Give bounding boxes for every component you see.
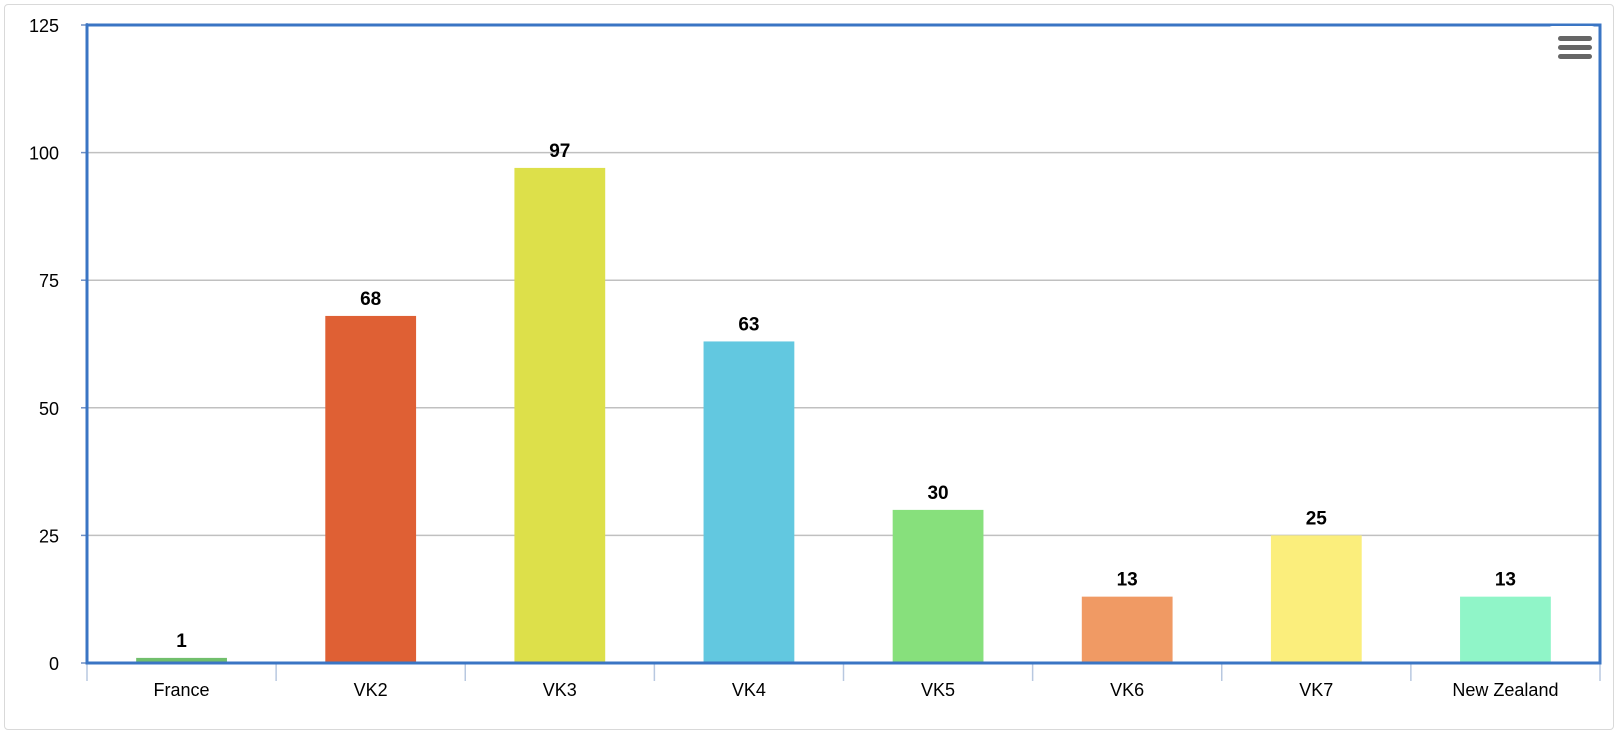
- chart-menu-button[interactable]: [1548, 26, 1596, 70]
- y-tick-label: 50: [39, 399, 59, 419]
- y-tick-label: 100: [29, 144, 59, 164]
- y-tick-label: 75: [39, 271, 59, 291]
- bar-new-zealand[interactable]: [1460, 596, 1551, 663]
- plot-border: [85, 23, 1602, 665]
- data-label: 1: [176, 631, 187, 652]
- data-label: 30: [927, 483, 948, 504]
- data-label: 13: [1495, 570, 1516, 591]
- bar-france[interactable]: [136, 657, 227, 663]
- bar-vk5[interactable]: [892, 509, 984, 663]
- bar-vk2[interactable]: [325, 315, 417, 663]
- labels: 0 25 50 75 100 125 1 France 68 VK2 97 VK3 63 VK4 30 VK5…: [29, 16, 1559, 700]
- x-tick-label: VK3: [543, 680, 577, 700]
- x-tick-label: VK2: [354, 680, 388, 700]
- data-label: 63: [738, 314, 759, 335]
- x-tick-label: France: [154, 680, 210, 700]
- x-tick-label: VK5: [921, 680, 955, 700]
- data-label: 13: [1117, 570, 1138, 591]
- x-tick-label: VK6: [1110, 680, 1144, 700]
- gridlines: [87, 151, 1600, 537]
- y-tick-label: 25: [39, 526, 59, 546]
- x-tick-label: New Zealand: [1452, 680, 1558, 700]
- data-label: 25: [1306, 508, 1328, 529]
- axes: [81, 23, 1602, 681]
- bar-vk7[interactable]: [1270, 535, 1362, 663]
- x-tick-label: VK7: [1299, 680, 1333, 700]
- data-label: 97: [549, 141, 570, 162]
- bar-vk6[interactable]: [1081, 596, 1173, 663]
- bar-vk3[interactable]: [514, 167, 606, 664]
- data-label: 68: [360, 289, 381, 310]
- bars: [136, 167, 1551, 664]
- y-tick-label: 0: [49, 654, 59, 674]
- x-tick-label: VK4: [732, 680, 766, 700]
- bar-vk4[interactable]: [703, 341, 795, 663]
- y-tick-label: 125: [29, 16, 59, 36]
